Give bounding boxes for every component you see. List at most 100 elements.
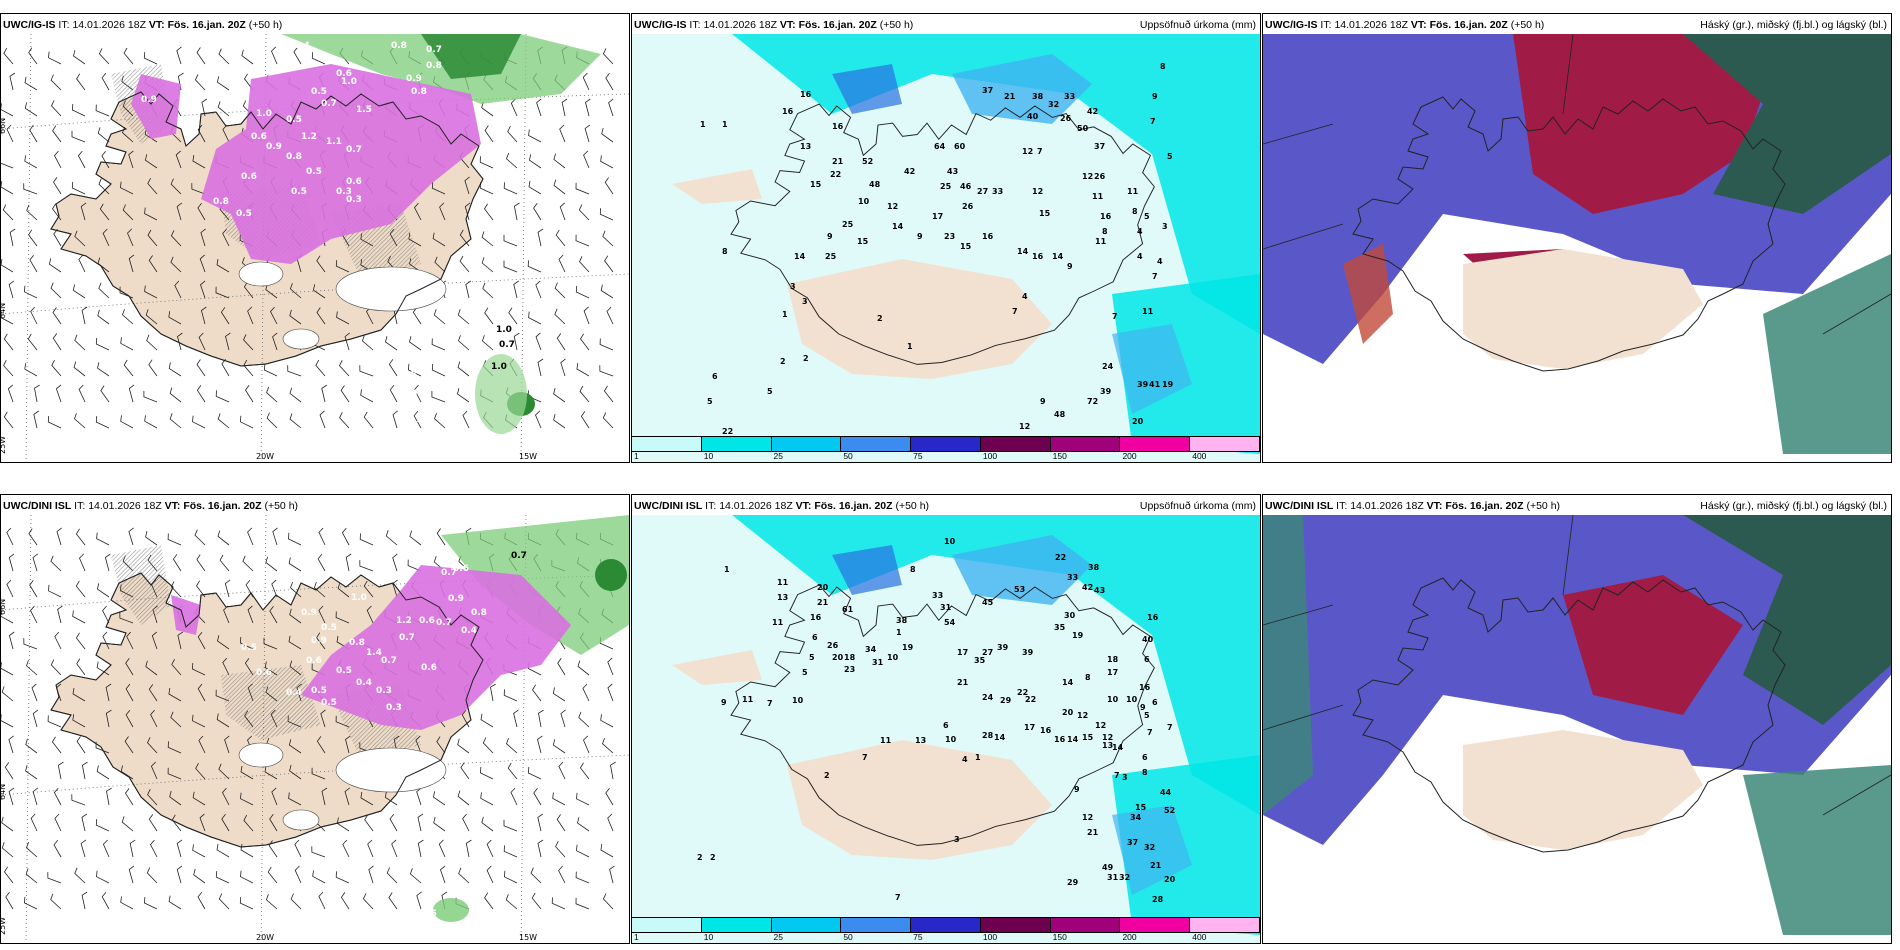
wind-barb (28, 528, 38, 546)
wind-barb (128, 384, 135, 403)
wind-barb (170, 230, 182, 247)
wind-barb (553, 153, 566, 169)
wind-barb (198, 332, 206, 351)
precip-value: 11 (1095, 237, 1107, 246)
wind-barb (290, 581, 302, 598)
wind-barb (244, 73, 254, 91)
wind-barb (294, 865, 302, 884)
wind-barb (345, 735, 351, 754)
precip-value: 0.7 (426, 45, 442, 55)
wind-barb (462, 813, 470, 832)
precip-value: 0.7 (511, 551, 527, 561)
wind-barb (263, 363, 278, 377)
wind-barb (50, 74, 62, 91)
precip-value: 38 (1032, 92, 1044, 101)
wind-barb (191, 662, 206, 676)
it-label: IT: (1320, 19, 1332, 31)
precip-value: 61 (842, 605, 854, 614)
wind-barb (267, 866, 278, 884)
wind-barb (457, 309, 470, 325)
wind-barb (241, 49, 254, 65)
wind-barb (219, 554, 230, 572)
wind-barb (4, 866, 14, 884)
high-cloud (1263, 515, 1313, 815)
wind-barb (177, 332, 183, 351)
wind-barb (8, 735, 14, 754)
precip-value: 2 (710, 853, 716, 862)
init-time: 14.01.2026 18Z (88, 500, 162, 512)
wind-barb (216, 76, 230, 91)
precip-value: 16 (810, 613, 822, 622)
wind-barb (320, 709, 326, 728)
init-time: 14.01.2026 18Z (703, 19, 777, 31)
wind-barb (215, 390, 230, 403)
wind-barb (335, 715, 350, 728)
precip-value: 20 (1164, 875, 1176, 884)
wind-barb (170, 256, 182, 273)
wind-barb (32, 709, 39, 728)
precip-value: 2 (803, 354, 809, 363)
precip-band (952, 535, 1092, 605)
wind-barb (247, 306, 254, 325)
wind-barb (147, 789, 158, 806)
wind-barb (222, 787, 230, 806)
precip-value: 1.4 (366, 648, 382, 658)
precip-value: 8 (1160, 62, 1166, 71)
precip-value: 11 (742, 695, 754, 704)
wind-barb (32, 787, 39, 806)
precip-value: 0.6 (411, 367, 427, 377)
precip-shading (441, 515, 629, 655)
hatched-area (221, 665, 321, 740)
wind-barb (554, 308, 566, 325)
precip-value: 31 (872, 658, 884, 667)
wind-barb (3, 411, 14, 429)
wind-barb (339, 360, 350, 377)
wind-barb (431, 363, 446, 377)
clear-land (1463, 249, 1703, 369)
wind-barb (120, 337, 134, 351)
wind-barb (100, 385, 110, 403)
wind-barb (48, 258, 62, 273)
precip-value: 12 (1022, 147, 1033, 156)
precip-band (732, 515, 1260, 815)
legend-tick-label: 200 (1122, 451, 1137, 461)
precip-value: 42 (1082, 583, 1093, 592)
wind-barb (479, 156, 494, 169)
wind-barb (533, 203, 542, 221)
wind-barb (503, 182, 518, 195)
wind-barb (389, 813, 398, 832)
wind-barb (55, 384, 62, 403)
precip-value: 15 (857, 237, 869, 246)
wind-barb (1, 162, 14, 169)
wind-barb (74, 867, 86, 884)
wind-barb (599, 338, 614, 351)
legend-tick-label: 1 (634, 451, 639, 461)
precip-value: 3 (1122, 773, 1128, 782)
precip-value: 1.2 (301, 132, 317, 142)
wind-barb (552, 687, 566, 702)
coastline (1352, 96, 1786, 372)
precip-value: 22 (1025, 695, 1036, 704)
valid-time: Fös. 16.jan. 20Z (814, 500, 893, 512)
legend-tick-label: 50 (843, 451, 853, 461)
precip-value: 11 (880, 736, 892, 745)
precip-value: 15 (1135, 803, 1147, 812)
precip-value: 13 (800, 142, 811, 151)
wind-barb (48, 584, 62, 598)
wind-barb (535, 332, 542, 351)
wind-barb (224, 735, 230, 754)
wind-barb (76, 73, 86, 91)
wind-barb (599, 365, 614, 377)
wind-barb (54, 631, 62, 650)
lon-label-15w: 15W (519, 452, 537, 461)
coastline (1352, 577, 1786, 853)
lat-label-64n: 64N (1, 784, 7, 800)
wind-barb (391, 839, 398, 858)
low-precip-land (672, 169, 762, 204)
wind-barb (1, 686, 14, 702)
wind-barb (409, 868, 422, 884)
wind-barb (337, 582, 350, 598)
wind-barb (196, 580, 206, 598)
wind-barb (602, 230, 614, 247)
init-time: 14.01.2026 18Z (1350, 500, 1424, 512)
